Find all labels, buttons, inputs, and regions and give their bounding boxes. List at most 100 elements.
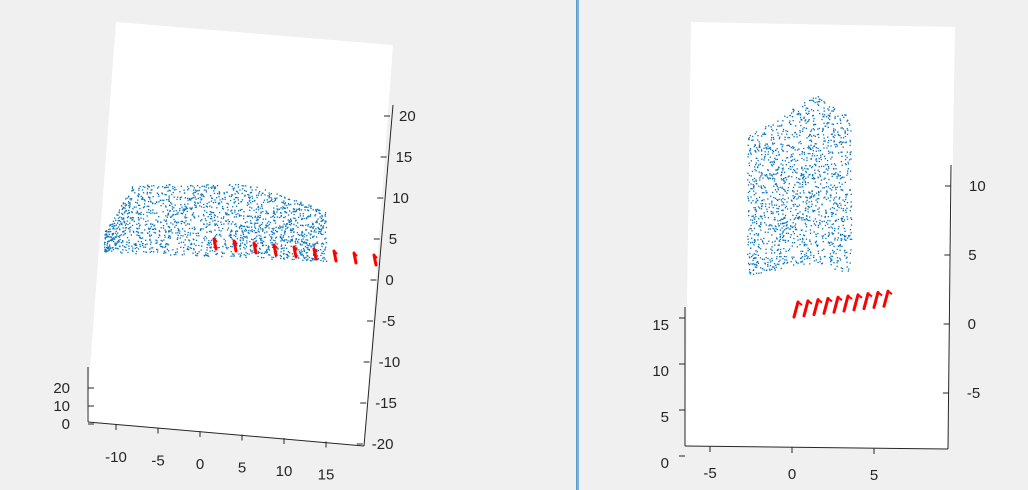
right-point-cloud-point — [773, 196, 775, 199]
left-point-cloud-point — [262, 201, 265, 203]
left-camera-marker — [272, 243, 278, 257]
right-point-cloud-point — [816, 154, 818, 157]
right-point-cloud-point — [768, 203, 771, 205]
right-point-cloud-point — [783, 255, 786, 258]
left-point-cloud-point — [139, 207, 141, 210]
right-point-cloud-point — [780, 163, 782, 165]
right-point-cloud-point — [783, 182, 785, 184]
left-point-cloud-point — [141, 242, 144, 245]
right-point-cloud-point — [757, 246, 759, 248]
left-point-cloud-point — [207, 184, 209, 186]
right-point-cloud-point — [791, 134, 793, 136]
left-point-cloud-point — [256, 235, 258, 237]
right-point-cloud-point — [792, 214, 794, 216]
right-point-cloud-point — [828, 139, 830, 142]
right-point-cloud-point — [835, 143, 838, 146]
right-point-cloud-point — [829, 244, 831, 246]
figure-divider[interactable] — [576, 0, 579, 490]
left-point-cloud-point — [256, 217, 258, 219]
right-point-cloud-point — [756, 266, 758, 268]
left-point-cloud-point — [129, 231, 131, 233]
right-point-cloud-point — [784, 190, 786, 193]
left-point-cloud-point — [309, 206, 311, 208]
left-y-tick-label: 0 — [62, 416, 70, 433]
right-point-cloud-point — [841, 151, 843, 153]
right-point-cloud-point — [761, 258, 764, 260]
left-point-cloud-point — [104, 246, 106, 248]
left-point-cloud-point — [280, 212, 282, 214]
right-point-cloud-point — [784, 222, 786, 224]
left-point-cloud-point — [324, 238, 326, 240]
left-point-cloud-point — [292, 211, 294, 213]
right-point-cloud-point — [747, 235, 749, 238]
left-point-cloud-point — [244, 244, 246, 246]
right-point-cloud-point — [830, 133, 833, 135]
right-point-cloud-point — [815, 164, 817, 167]
left-point-cloud-point — [268, 197, 270, 199]
right-point-cloud-point — [810, 196, 812, 198]
right-point-cloud-point — [750, 202, 752, 204]
left-point-cloud-point — [135, 201, 137, 203]
right-point-cloud-point — [818, 127, 820, 130]
left-point-cloud-point — [121, 252, 123, 254]
left-point-cloud-point — [259, 216, 261, 218]
left-point-cloud-point — [268, 220, 270, 223]
left-point-cloud-point — [184, 197, 186, 199]
right-point-cloud-point — [814, 124, 816, 126]
left-point-cloud-point — [275, 236, 278, 238]
left-point-cloud-point — [274, 199, 277, 201]
left-point-cloud-point — [159, 244, 161, 246]
right-point-cloud-point — [840, 239, 842, 242]
left-point-cloud-point — [186, 197, 189, 199]
left-point-cloud-point — [246, 225, 248, 228]
right-point-cloud-point — [814, 224, 817, 226]
right-point-cloud-point — [784, 259, 786, 261]
right-point-cloud-point — [818, 150, 820, 152]
left-point-cloud-point — [210, 243, 213, 245]
right-point-cloud-point — [759, 207, 761, 209]
left-point-cloud-point — [226, 191, 228, 194]
left-point-cloud-point — [142, 198, 144, 200]
left-point-cloud-point — [167, 214, 169, 216]
left-point-cloud-point — [213, 187, 216, 189]
right-point-cloud-point — [784, 241, 787, 243]
right-point-cloud-point — [750, 219, 752, 221]
left-point-cloud-point — [188, 188, 190, 190]
right-point-cloud-point — [818, 194, 820, 196]
left-point-cloud-point — [138, 218, 140, 220]
right-z-tick-label: 5 — [968, 247, 976, 264]
right-point-cloud-point — [801, 173, 803, 175]
right-point-cloud-point — [790, 225, 792, 227]
right-point-cloud-point — [777, 169, 779, 171]
right-point-cloud-point — [777, 213, 780, 215]
left-point-cloud-point — [141, 237, 144, 239]
right-point-cloud-point — [780, 267, 782, 270]
left-point-cloud-point — [125, 227, 128, 229]
left-point-cloud-point — [166, 223, 168, 225]
left-point-cloud-point — [257, 242, 259, 244]
right-point-cloud-point — [782, 130, 784, 132]
left-point-cloud-point — [244, 222, 247, 224]
left-point-cloud-point — [231, 185, 233, 188]
right-point-cloud-point — [828, 235, 830, 237]
right-point-cloud-point — [827, 150, 830, 152]
left-point-cloud-point — [195, 189, 197, 191]
right-point-cloud-point — [825, 212, 827, 214]
right-point-cloud-point — [782, 128, 785, 131]
right-point-cloud-point — [831, 259, 833, 261]
left-point-cloud-point — [230, 245, 232, 248]
right-point-cloud-point — [778, 244, 780, 246]
right-point-cloud-point — [782, 150, 785, 152]
left-point-cloud-point — [278, 208, 281, 210]
left-point-cloud-point — [177, 232, 179, 234]
left-point-cloud-point — [293, 231, 295, 233]
right-point-cloud-point — [786, 157, 789, 159]
right-camera-marker — [802, 299, 813, 318]
right-point-cloud-point — [767, 148, 769, 150]
right-point-cloud-point — [755, 151, 757, 153]
right-point-cloud-point — [775, 154, 778, 157]
right-point-cloud-point — [772, 211, 774, 213]
right-point-cloud-point — [836, 239, 839, 241]
